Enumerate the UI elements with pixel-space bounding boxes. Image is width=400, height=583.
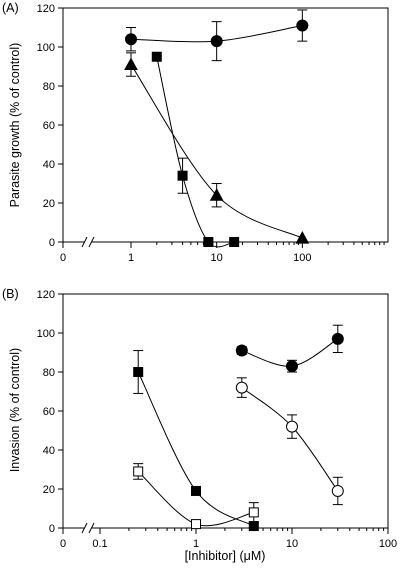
panel-b-axis-break-gap (84, 525, 92, 531)
panel-a-point-filled-triangle (209, 188, 224, 201)
panel-b-series-filled-square-curve (137, 371, 255, 527)
panel-b-x-axis-label: [Inhibitor] (μM) (185, 549, 266, 563)
panel-b-y-tick-label: 120 (37, 289, 55, 301)
panel-a-y-tick-label: 80 (43, 81, 55, 93)
panel-b-point-open-circle (235, 381, 248, 394)
panel-b-point-filled-circle (331, 332, 344, 345)
panel-b-y-tick-label: 100 (37, 328, 55, 340)
panel-b-axis-break-mark (88, 522, 95, 534)
panel-a-point-filled-square (177, 170, 188, 181)
panel-a: (A) Parasite growth (% of control) 0 20 40… (2, 1, 389, 264)
panel-b-x-tick-label: 10 (286, 538, 298, 550)
panel-a-x-tick-label: 0 (60, 252, 66, 264)
panel-b-point-filled-circle (235, 344, 248, 357)
panel-b-series-open-circle-curve (241, 387, 339, 492)
panel-a-label: (A) (2, 1, 19, 15)
panel-a-point-filled-square (203, 237, 214, 247)
panel-b-axis-break-mark (81, 522, 88, 534)
panel-b-point-open-circle (331, 484, 344, 497)
panel-b-point-open-square (191, 519, 201, 530)
panel-a-point-filled-circle (125, 33, 137, 46)
panel-a-x-tick-label: 100 (293, 252, 311, 264)
panel-a-axis-break-mark (81, 236, 88, 248)
panel-b-x-tick-label: 0 (60, 538, 66, 550)
panel-a-point-filled-circle (296, 19, 309, 32)
panel-a-y-tick-label: 60 (43, 120, 55, 132)
panel-a-x-tick-label: 10 (211, 252, 223, 264)
panel-a-y-tick-label: 40 (43, 159, 55, 171)
panel-a-series-filled-triangle-curve (130, 64, 303, 239)
panel-b-y-tick-label: 40 (43, 445, 55, 457)
panel-b-point-open-square (133, 466, 144, 477)
panel-b-point-filled-square (248, 521, 259, 532)
panel-a-y-axis-label: Parasite growth (% of control) (8, 43, 22, 208)
panel-b-y-axis-label: Invasion (% of control) (8, 348, 22, 472)
panel-b-x-tick-label: 100 (379, 538, 397, 550)
panel-a-axis-break-gap (84, 239, 92, 245)
panel-b: (B) Invasion (% of control) [Inhibitor] … (2, 287, 397, 563)
panel-b-y-tick-label: 80 (43, 367, 55, 379)
panel-a-axis-break-mark (88, 236, 95, 248)
panel-a-point-filled-square (151, 51, 162, 62)
panel-b-x-tick-label: 0.1 (92, 538, 107, 550)
panel-a-x-tick-label: 1 (128, 252, 134, 264)
panel-b-series-open-square-curve (137, 471, 254, 527)
panel-b-point-filled-square (191, 485, 201, 496)
panel-a-point-filled-square (229, 237, 240, 247)
panel-a-point-filled-triangle (295, 231, 310, 244)
panel-a-y-tick-label: 0 (49, 237, 55, 249)
panel-b-y-tick-label: 60 (43, 406, 55, 418)
panel-b-y-tick-label: 20 (43, 484, 55, 496)
panel-b-point-open-circle (286, 420, 298, 433)
panel-b-x-tick-label: 1 (193, 538, 199, 550)
panel-a-point-filled-circle (210, 35, 223, 48)
panel-b-y-tick-label: 0 (49, 523, 55, 535)
panel-b-point-open-square (248, 507, 259, 518)
panel-a-y-tick-label: 120 (37, 3, 55, 15)
panel-a-y-tick-label: 100 (37, 42, 55, 54)
panel-a-frame (62, 7, 389, 243)
panel-b-point-filled-circle (286, 360, 298, 373)
panel-b-point-filled-square (133, 367, 144, 377)
panel-a-point-filled-triangle (124, 57, 138, 71)
panel-a-y-tick-label: 20 (43, 198, 55, 210)
panel-b-label: (B) (2, 287, 19, 301)
panel-a-series-filled-square-curve (156, 56, 235, 248)
